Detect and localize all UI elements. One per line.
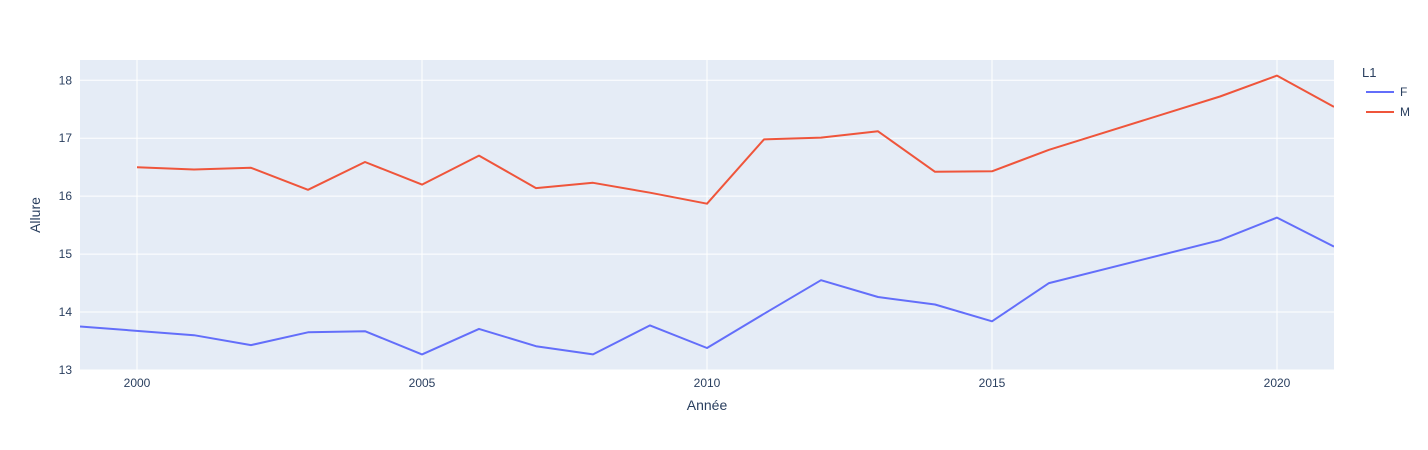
legend-label: M bbox=[1400, 105, 1410, 119]
grid-lines bbox=[80, 60, 1334, 371]
series-layer bbox=[80, 74, 1334, 356]
series-line-M[interactable] bbox=[136, 74, 1334, 205]
x-tick-label: 2005 bbox=[409, 376, 436, 390]
x-axis-title: Année bbox=[687, 397, 728, 413]
y-axis-title: Allure bbox=[27, 197, 43, 233]
x-tick-label: 2000 bbox=[124, 376, 151, 390]
y-tick-label: 18 bbox=[59, 73, 73, 87]
series-line-F[interactable] bbox=[80, 216, 1334, 356]
legend-item-F[interactable]: F bbox=[1366, 85, 1407, 99]
y-tick-label: 13 bbox=[59, 363, 73, 377]
y-tick-label: 14 bbox=[59, 305, 73, 319]
legend[interactable]: L1 FM bbox=[1362, 65, 1410, 119]
x-tick-label: 2010 bbox=[694, 376, 721, 390]
y-tick-label: 15 bbox=[59, 247, 73, 261]
y-tick-label: 16 bbox=[59, 189, 73, 203]
legend-title: L1 bbox=[1362, 65, 1376, 80]
x-axis-ticks: 2000 2005 2010 2015 2020 bbox=[124, 376, 1291, 390]
y-tick-label: 17 bbox=[59, 131, 73, 145]
y-axis-ticks: 13 14 15 16 17 18 bbox=[59, 73, 73, 377]
legend-label: F bbox=[1400, 85, 1407, 99]
x-tick-label: 2020 bbox=[1264, 376, 1291, 390]
legend-item-M[interactable]: M bbox=[1366, 105, 1410, 119]
x-tick-label: 2015 bbox=[979, 376, 1006, 390]
